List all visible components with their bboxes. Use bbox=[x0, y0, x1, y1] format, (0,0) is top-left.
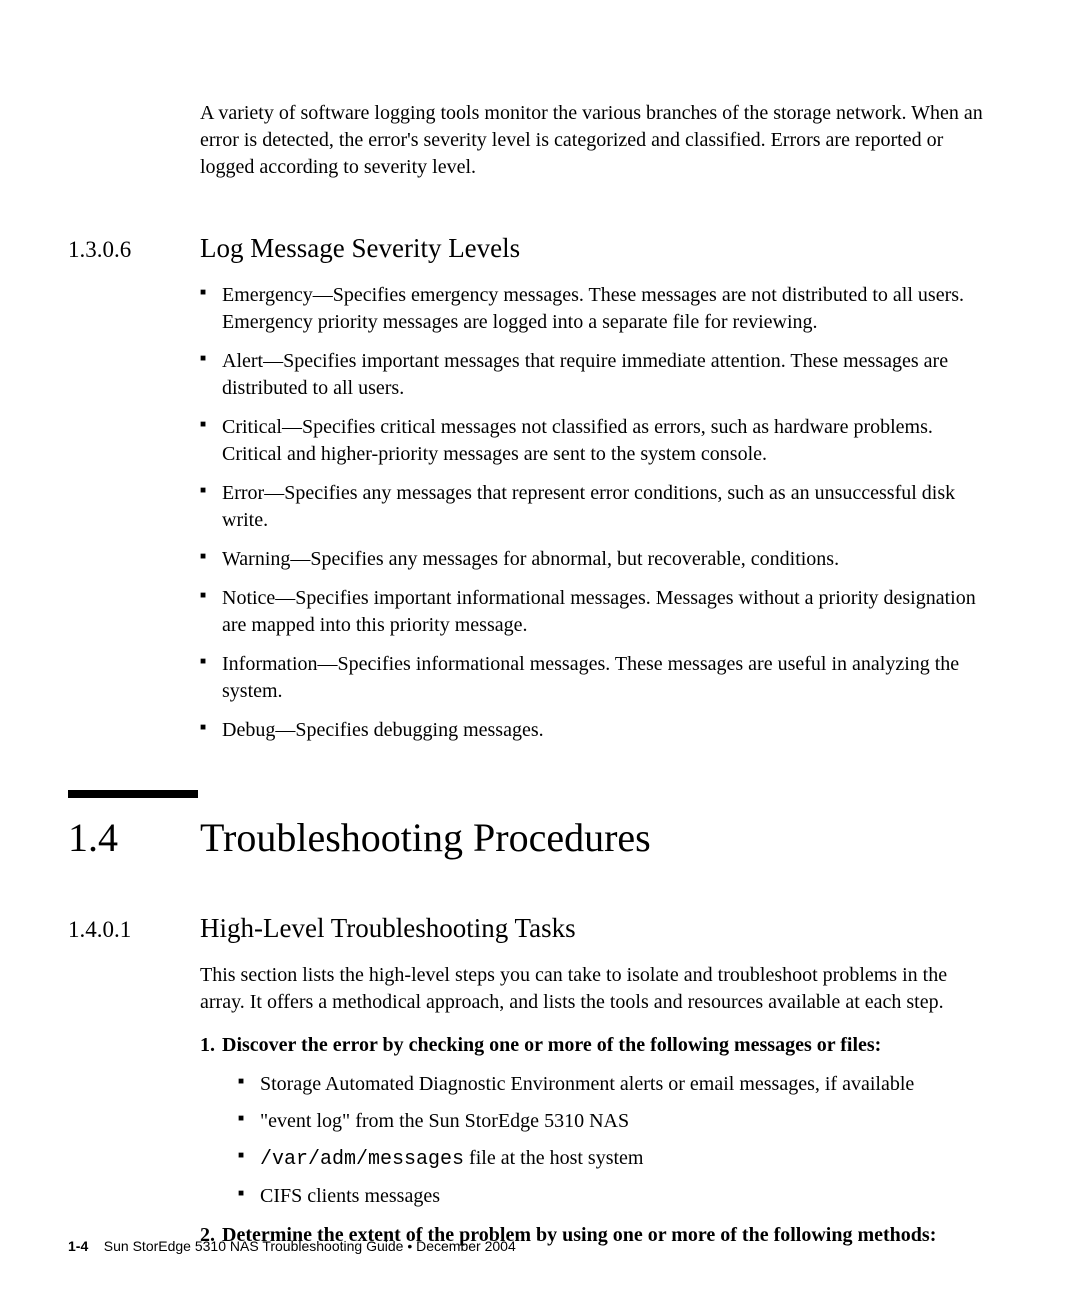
section-rule bbox=[68, 790, 198, 798]
troubleshooting-steps-list: 1. Discover the error by checking one or… bbox=[200, 1032, 992, 1249]
step-text: Discover the error by checking one or mo… bbox=[222, 1034, 881, 1056]
list-item: Critical—Specifies critical messages not… bbox=[200, 414, 992, 468]
list-item: Notice—Specifies important informational… bbox=[200, 585, 992, 639]
step-number: 1. bbox=[200, 1032, 215, 1059]
list-item: Alert—Specifies important messages that … bbox=[200, 348, 992, 402]
file-path-suffix: file at the host system bbox=[464, 1147, 643, 1169]
step1-sub-list: Storage Automated Diagnostic Environment… bbox=[238, 1071, 992, 1210]
subsection-title: High-Level Troubleshooting Tasks bbox=[200, 913, 576, 944]
page-footer: 1-4 Sun StorEdge 5310 NAS Troubleshootin… bbox=[68, 1238, 516, 1254]
subsection-1306-header: 1.3.0.6 Log Message Severity Levels bbox=[68, 233, 1012, 264]
file-path: /var/adm/messages bbox=[260, 1148, 464, 1171]
list-item: Error—Specifies any messages that repres… bbox=[200, 480, 992, 534]
step-item: 1. Discover the error by checking one or… bbox=[200, 1032, 992, 1210]
list-item: Storage Automated Diagnostic Environment… bbox=[238, 1071, 992, 1098]
severity-level-list: Emergency—Specifies emergency messages. … bbox=[200, 282, 992, 744]
section-number: 1.4 bbox=[68, 814, 200, 861]
list-item: /var/adm/messages file at the host syste… bbox=[238, 1145, 992, 1173]
list-item: Emergency—Specifies emergency messages. … bbox=[200, 282, 992, 336]
section-title: Troubleshooting Procedures bbox=[200, 814, 651, 861]
subsection-intro-paragraph: This section lists the high-level steps … bbox=[200, 962, 992, 1016]
subsection-title: Log Message Severity Levels bbox=[200, 233, 520, 264]
subsection-1401-header: 1.4.0.1 High-Level Troubleshooting Tasks bbox=[68, 913, 1012, 944]
footer-text: Sun StorEdge 5310 NAS Troubleshooting Gu… bbox=[104, 1238, 516, 1254]
list-item: "event log" from the Sun StorEdge 5310 N… bbox=[238, 1108, 992, 1135]
list-item: Warning—Specifies any messages for abnor… bbox=[200, 546, 992, 573]
list-item: Information—Specifies informational mess… bbox=[200, 651, 992, 705]
subsection-number: 1.3.0.6 bbox=[68, 237, 200, 263]
page-number: 1-4 bbox=[68, 1238, 88, 1254]
intro-paragraph: A variety of software logging tools moni… bbox=[200, 100, 992, 181]
subsection-number: 1.4.0.1 bbox=[68, 917, 200, 943]
list-item: CIFS clients messages bbox=[238, 1183, 992, 1210]
section-14-header: 1.4 Troubleshooting Procedures bbox=[68, 814, 1012, 861]
list-item: Debug—Specifies debugging messages. bbox=[200, 717, 992, 744]
